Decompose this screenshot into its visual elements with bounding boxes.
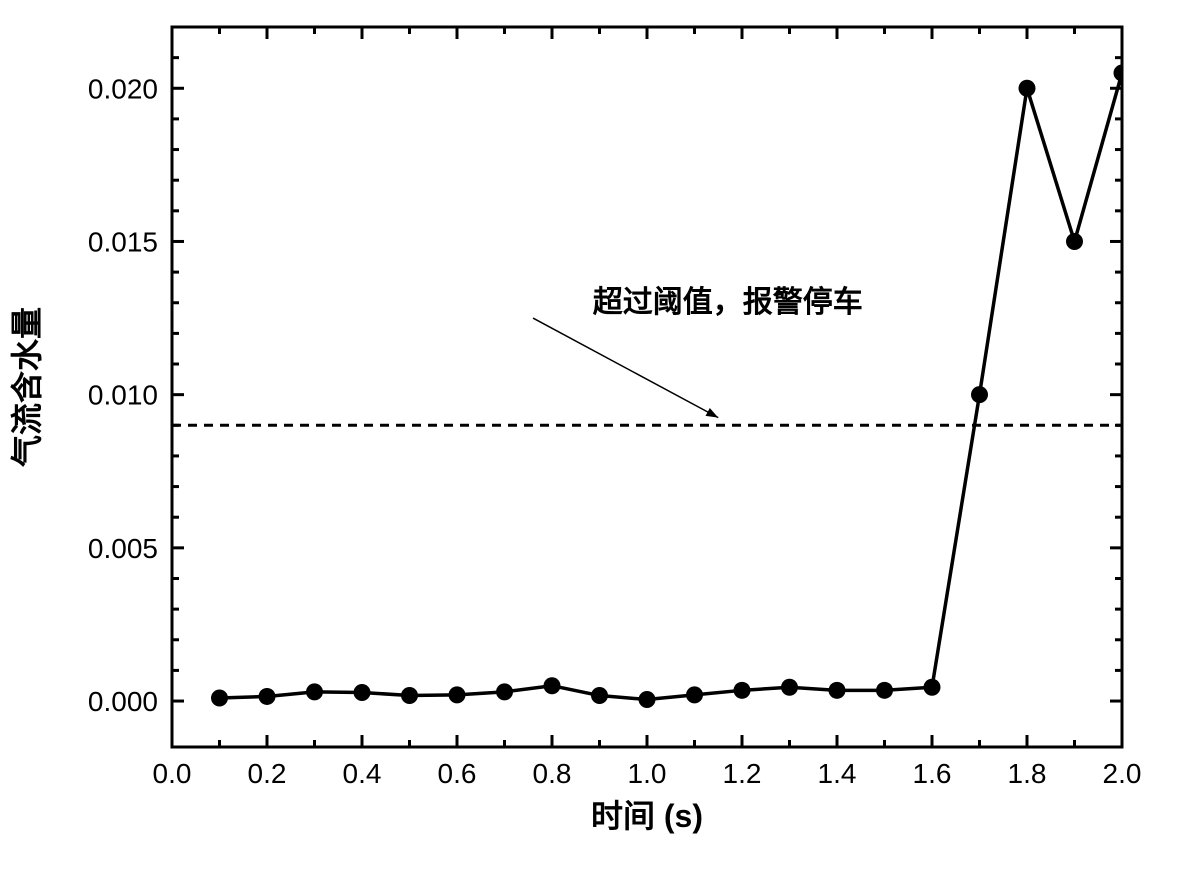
annotation-arrow <box>533 318 718 418</box>
y-tick-label: 0.015 <box>88 226 158 257</box>
y-axis-label: 气流含水量 <box>9 307 45 467</box>
chart-area: 0.00.20.40.60.81.01.21.41.61.82.0 0.0000… <box>0 0 1200 887</box>
y-minor-ticks <box>172 27 1122 670</box>
series-line <box>220 73 1123 700</box>
x-tick-label: 0.0 <box>153 758 192 789</box>
y-tick-labels: 0.000 0.005 0.010 0.015 0.020 <box>88 73 158 717</box>
y-tick-label: 0.000 <box>88 686 158 717</box>
series-markers <box>211 64 1131 708</box>
x-tick-label: 1.6 <box>913 758 952 789</box>
x-tick-labels: 0.0 0.2 0.4 0.6 0.8 1.0 1.2 1.4 1.6 1.8 2.0 <box>153 758 1142 789</box>
y-tick-label: 0.010 <box>88 380 158 411</box>
x-tick-label: 0.8 <box>533 758 572 789</box>
y-tick-label: 0.020 <box>88 73 158 104</box>
annotation-text: 超过阈值，报警停车 <box>593 285 863 319</box>
x-tick-label: 2.0 <box>1103 758 1142 789</box>
y-tick-label: 0.005 <box>88 533 158 564</box>
x-tick-label: 0.6 <box>438 758 477 789</box>
x-axis-label: 时间 (s) <box>591 798 703 834</box>
x-tick-label: 1.8 <box>1008 758 1047 789</box>
x-tick-label: 0.4 <box>343 758 382 789</box>
line-chart: 0.00.20.40.60.81.01.21.41.61.82.0 0.0000… <box>0 0 1200 887</box>
x-tick-label: 1.0 <box>628 758 667 789</box>
x-minor-ticks <box>220 27 1075 747</box>
x-tick-label: 1.2 <box>723 758 762 789</box>
x-tick-label: 0.2 <box>248 758 287 789</box>
x-tick-label: 1.4 <box>818 758 857 789</box>
